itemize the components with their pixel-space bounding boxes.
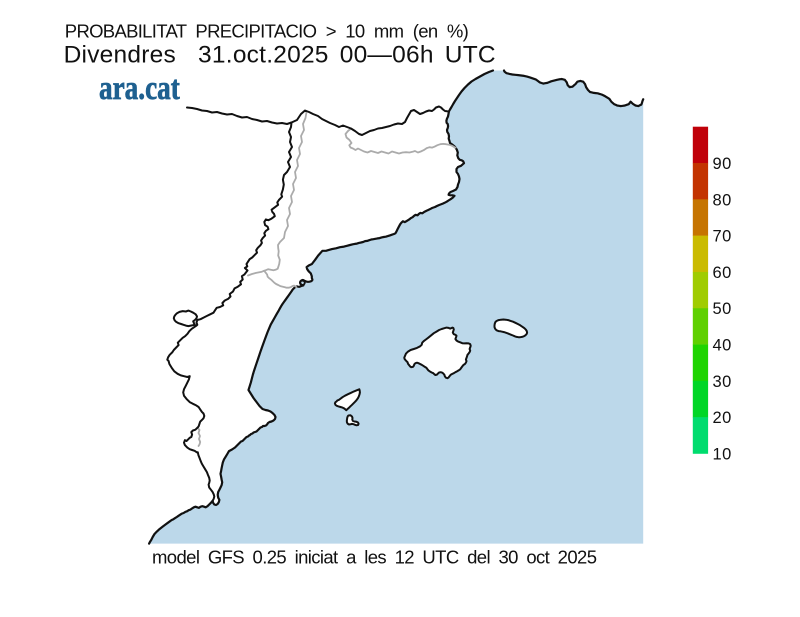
svg-text:Divendres 31.oct.2025 00—06h: Divendres 31.oct.2025 00—06h UTC	[64, 42, 496, 69]
svg-text:50: 50	[713, 300, 732, 318]
svg-text:model GFS 0.25 iniciat a les 1: model GFS 0.25 iniciat a les 12 UTC del …	[152, 547, 597, 568]
svg-text:30: 30	[713, 373, 732, 391]
svg-text:40: 40	[713, 337, 732, 355]
svg-text:80: 80	[713, 191, 732, 209]
svg-text:20: 20	[713, 409, 732, 427]
svg-text:90: 90	[713, 155, 732, 173]
svg-text:10: 10	[713, 445, 732, 463]
svg-text:60: 60	[713, 264, 732, 282]
svg-text:70: 70	[713, 228, 732, 246]
svg-text:PROBABILITAT PRECIPITACIO > 10: PROBABILITAT PRECIPITACIO > 10 mm (en %)	[65, 20, 469, 41]
